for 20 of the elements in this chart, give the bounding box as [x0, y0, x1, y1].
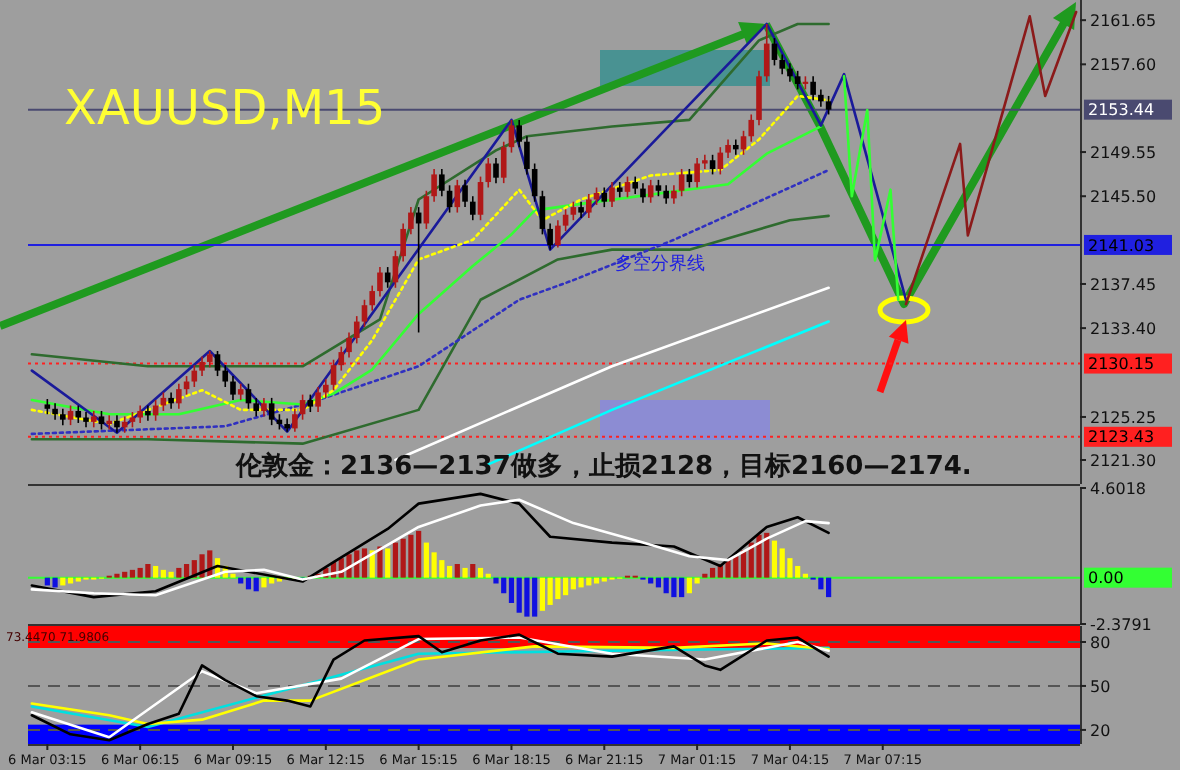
y-tick-label: 80 [1090, 633, 1111, 652]
y-tick-label: -2.3791 [1090, 615, 1152, 634]
y-tick-label: 2149.55 [1090, 143, 1157, 162]
y-tick-label: 2121.30 [1090, 451, 1157, 470]
annotation: 伦敦金：2136—2137做多，止损2128，目标2160—2174. [234, 450, 972, 482]
annotation: 多空分界线 [615, 252, 705, 275]
y-tick-label: 2133.40 [1090, 319, 1157, 338]
ref-line-label: 2130.15 [1088, 355, 1155, 374]
ref-line-label: 2123.43 [1088, 428, 1155, 447]
y-tick-label: 50 [1090, 677, 1111, 696]
y-tick-label: 20 [1090, 721, 1111, 740]
y-tick-label: 2161.65 [1090, 11, 1157, 30]
y-tick-label: 2125.25 [1090, 408, 1157, 427]
ref-line-label: 0.00 [1088, 569, 1124, 588]
y-tick-label: 2157.60 [1090, 55, 1157, 74]
y-tick-label: 2137.45 [1090, 275, 1157, 294]
y-tick-label: 4.6018 [1090, 479, 1146, 498]
y-tick-label: 2145.50 [1090, 187, 1157, 206]
ref-line-label: 2141.03 [1088, 236, 1155, 255]
ref-line-label: 2153.44 [1088, 101, 1155, 120]
